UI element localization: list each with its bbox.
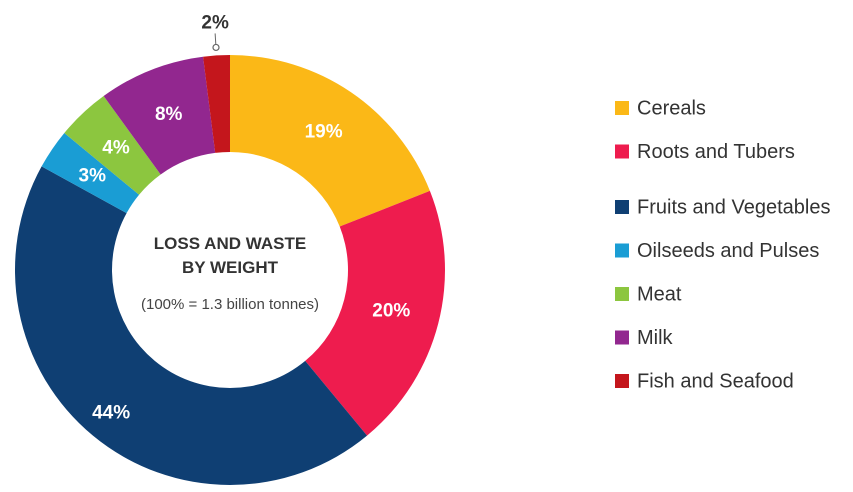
slice <box>203 55 230 153</box>
slice <box>15 166 368 485</box>
slice <box>230 55 430 227</box>
slice <box>103 56 216 175</box>
legend-label: Cereals <box>637 97 706 119</box>
legend-swatch <box>615 287 629 301</box>
legend-label: Milk <box>637 327 674 349</box>
legend-label: Meat <box>637 283 682 305</box>
legend-swatch <box>615 200 629 214</box>
legend-label: Roots and Tubers <box>637 141 795 163</box>
value-label: 4% <box>102 138 130 159</box>
legend-swatch <box>615 101 629 115</box>
center-label: LOSS AND WASTE BY WEIGHT (100% = 1.3 bil… <box>115 232 345 313</box>
leader-dot <box>212 43 220 52</box>
value-label: 20% <box>372 300 410 321</box>
value-label: 19% <box>305 121 343 142</box>
value-label: 3% <box>79 165 107 186</box>
legend-swatch <box>615 144 629 159</box>
slice <box>305 190 445 436</box>
value-label: 2% <box>201 12 229 33</box>
legend-label: Fruits and Vegetables <box>637 196 830 218</box>
center-title: LOSS AND WASTE BY WEIGHT <box>153 234 307 277</box>
center-subtitle: (100% = 1.3 billion tonnes) <box>140 296 320 313</box>
value-label: 44% <box>92 403 130 424</box>
legend-swatch <box>615 330 629 345</box>
legend-label: Fish and Seafood <box>637 370 794 392</box>
slice <box>64 96 161 195</box>
value-label: 8% <box>155 104 183 125</box>
legend-swatch <box>615 243 629 258</box>
legend-swatch <box>615 374 629 388</box>
legend-label: Oilseeds and Pulses <box>637 240 819 262</box>
slice <box>41 132 140 214</box>
